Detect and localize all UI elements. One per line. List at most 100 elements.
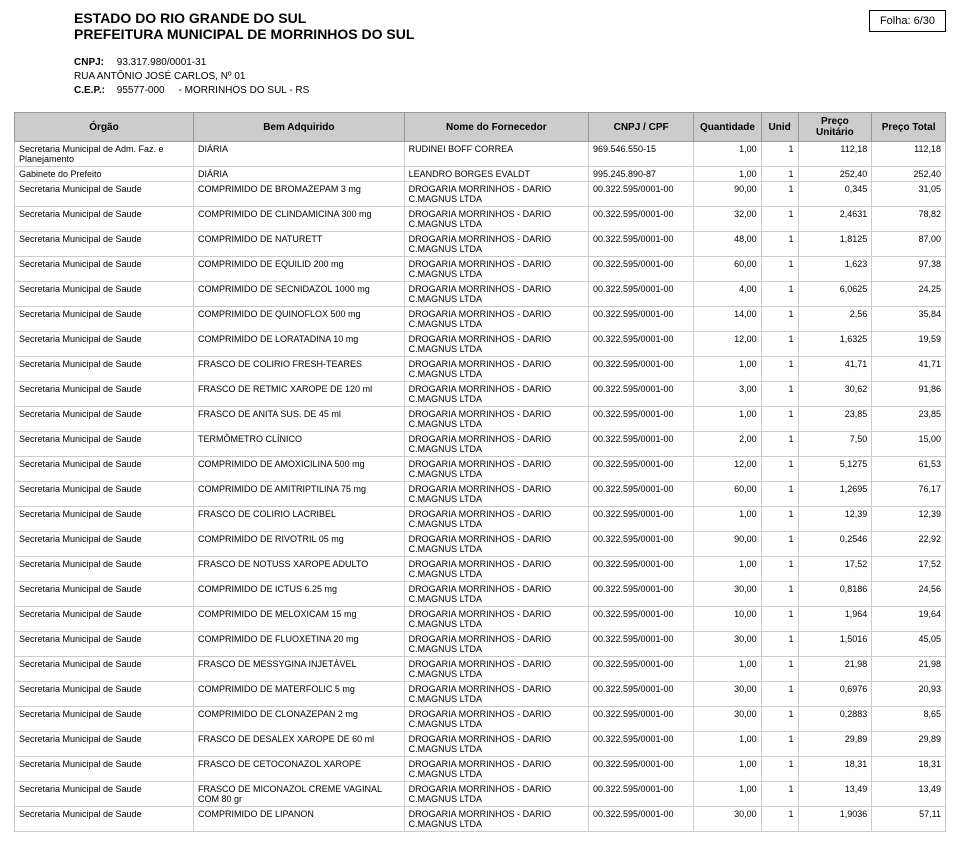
cnpj-value: 93.317.980/0001-31 [117,57,207,68]
cell-bem: FRASCO DE CETOCONAZOL XAROPE [194,757,405,782]
cell-forn: DROGARIA MORRINHOS - DARIO C.MAGNUS LTDA [404,482,588,507]
col-unid: Unid [761,113,798,142]
cell-total: 12,39 [872,507,946,532]
cell-qtd: 30,00 [694,682,761,707]
cell-unid: 1 [761,507,798,532]
cell-unit: 12,39 [798,507,872,532]
cell-cnpj: 995.245.890-87 [588,167,693,182]
cell-cnpj: 00.322.595/0001-00 [588,207,693,232]
cell-orgao: Secretaria Municipal de Saude [15,532,194,557]
cell-total: 22,92 [872,532,946,557]
cell-qtd: 10,00 [694,607,761,632]
cell-forn: RUDINEI BOFF CORREA [404,142,588,167]
cell-cnpj: 00.322.595/0001-00 [588,507,693,532]
cnpj-label: CNPJ: [74,56,114,70]
cell-qtd: 32,00 [694,207,761,232]
cell-unit: 1,9036 [798,807,872,832]
cell-orgao: Secretaria Municipal de Saude [15,257,194,282]
cell-qtd: 2,00 [694,432,761,457]
cell-cnpj: 00.322.595/0001-00 [588,432,693,457]
cell-qtd: 30,00 [694,632,761,657]
table-row: Secretaria Municipal de SaudeCOMPRIMIDO … [15,582,946,607]
cell-unid: 1 [761,142,798,167]
cell-forn: DROGARIA MORRINHOS - DARIO C.MAGNUS LTDA [404,282,588,307]
cell-total: 15,00 [872,432,946,457]
cell-orgao: Secretaria Municipal de Saude [15,732,194,757]
cell-unit: 23,85 [798,407,872,432]
cell-orgao: Secretaria Municipal de Saude [15,407,194,432]
cell-orgao: Secretaria Municipal de Saude [15,557,194,582]
cell-forn: DROGARIA MORRINHOS - DARIO C.MAGNUS LTDA [404,357,588,382]
cell-unit: 252,40 [798,167,872,182]
cell-unit: 1,2695 [798,482,872,507]
cell-forn: DROGARIA MORRINHOS - DARIO C.MAGNUS LTDA [404,382,588,407]
table-head: Órgão Bem Adquirido Nome do Fornecedor C… [15,113,946,142]
cell-orgao: Secretaria Municipal de Saude [15,182,194,207]
cell-unit: 0,345 [798,182,872,207]
cell-forn: LEANDRO BORGES EVALDT [404,167,588,182]
cell-qtd: 1,00 [694,557,761,582]
cell-bem: FRASCO DE COLIRIO LACRIBEL [194,507,405,532]
cell-cnpj: 00.322.595/0001-00 [588,357,693,382]
cell-cnpj: 00.322.595/0001-00 [588,607,693,632]
cell-unit: 21,98 [798,657,872,682]
cell-total: 17,52 [872,557,946,582]
table-row: Secretaria Municipal de SaudeCOMPRIMIDO … [15,707,946,732]
cell-qtd: 60,00 [694,482,761,507]
cell-cnpj: 00.322.595/0001-00 [588,682,693,707]
cell-cnpj: 00.322.595/0001-00 [588,732,693,757]
cell-unid: 1 [761,382,798,407]
table-row: Secretaria Municipal de SaudeCOMPRIMIDO … [15,632,946,657]
cell-bem: COMPRIMIDO DE CLINDAMICINA 300 mg [194,207,405,232]
cell-cnpj: 00.322.595/0001-00 [588,757,693,782]
cell-unid: 1 [761,482,798,507]
cell-total: 31,05 [872,182,946,207]
cell-orgao: Gabinete do Prefeito [15,167,194,182]
cell-cnpj: 00.322.595/0001-00 [588,782,693,807]
cell-total: 45,05 [872,632,946,657]
cell-bem: FRASCO DE COLIRIO FRESH-TEARES [194,357,405,382]
cell-forn: DROGARIA MORRINHOS - DARIO C.MAGNUS LTDA [404,732,588,757]
cell-bem: COMPRIMIDO DE SECNIDAZOL 1000 mg [194,282,405,307]
col-bem: Bem Adquirido [194,113,405,142]
table-row: Secretaria Municipal de SaudeCOMPRIMIDO … [15,307,946,332]
cell-total: 41,71 [872,357,946,382]
cell-bem: FRASCO DE MICONAZOL CREME VAGINAL COM 80… [194,782,405,807]
cell-orgao: Secretaria Municipal de Saude [15,307,194,332]
cell-bem: COMPRIMIDO DE CLONAZEPAN 2 mg [194,707,405,732]
cell-qtd: 1,00 [694,757,761,782]
header-row: Órgão Bem Adquirido Nome do Fornecedor C… [15,113,946,142]
table-row: Secretaria Municipal de SaudeFRASCO DE R… [15,382,946,407]
cell-qtd: 48,00 [694,232,761,257]
cell-forn: DROGARIA MORRINHOS - DARIO C.MAGNUS LTDA [404,407,588,432]
document-page: ESTADO DO RIO GRANDE DO SUL PREFEITURA M… [0,0,960,842]
col-fornecedor: Nome do Fornecedor [404,113,588,142]
cell-qtd: 90,00 [694,182,761,207]
table-row: Secretaria Municipal de SaudeCOMPRIMIDO … [15,807,946,832]
cell-orgao: Secretaria Municipal de Saude [15,632,194,657]
cell-cnpj: 00.322.595/0001-00 [588,282,693,307]
cell-unit: 1,5016 [798,632,872,657]
cell-orgao: Secretaria Municipal de Saude [15,282,194,307]
table-row: Secretaria Municipal de SaudeTERMÔMETRO … [15,432,946,457]
cell-bem: COMPRIMIDO DE LIPANON [194,807,405,832]
table-row: Secretaria Municipal de SaudeCOMPRIMIDO … [15,332,946,357]
cell-unit: 29,89 [798,732,872,757]
cell-bem: COMPRIMIDO DE QUINOFLOX 500 mg [194,307,405,332]
cell-unid: 1 [761,167,798,182]
cell-unit: 6,0625 [798,282,872,307]
table-row: Secretaria Municipal de SaudeFRASCO DE A… [15,407,946,432]
cell-cnpj: 00.322.595/0001-00 [588,632,693,657]
cell-unid: 1 [761,457,798,482]
cell-total: 252,40 [872,167,946,182]
cell-cnpj: 00.322.595/0001-00 [588,382,693,407]
header-line1: ESTADO DO RIO GRANDE DO SUL [74,10,414,26]
cell-unit: 5,1275 [798,457,872,482]
cell-forn: DROGARIA MORRINHOS - DARIO C.MAGNUS LTDA [404,707,588,732]
cell-forn: DROGARIA MORRINHOS - DARIO C.MAGNUS LTDA [404,632,588,657]
cell-total: 76,17 [872,482,946,507]
cell-forn: DROGARIA MORRINHOS - DARIO C.MAGNUS LTDA [404,432,588,457]
cell-cnpj: 00.322.595/0001-00 [588,257,693,282]
cell-unit: 2,4631 [798,207,872,232]
cell-cnpj: 00.322.595/0001-00 [588,657,693,682]
